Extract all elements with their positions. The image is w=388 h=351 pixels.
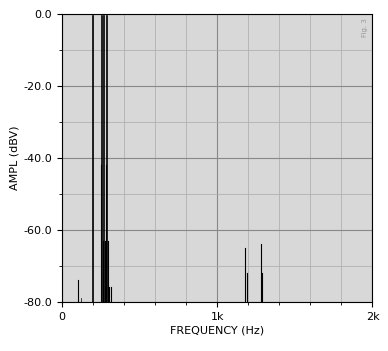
Text: Fig. 3: Fig. 3 [362, 18, 368, 37]
Y-axis label: AMPL (dBV): AMPL (dBV) [9, 126, 19, 190]
X-axis label: FREQUENCY (Hz): FREQUENCY (Hz) [170, 326, 264, 336]
